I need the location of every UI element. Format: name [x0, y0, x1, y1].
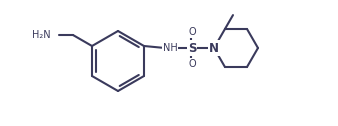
Text: N: N	[209, 41, 219, 55]
Text: O: O	[188, 59, 196, 69]
Text: NH: NH	[163, 43, 177, 53]
Text: S: S	[188, 41, 196, 55]
Text: H₂N: H₂N	[32, 30, 51, 40]
Text: O: O	[188, 27, 196, 37]
